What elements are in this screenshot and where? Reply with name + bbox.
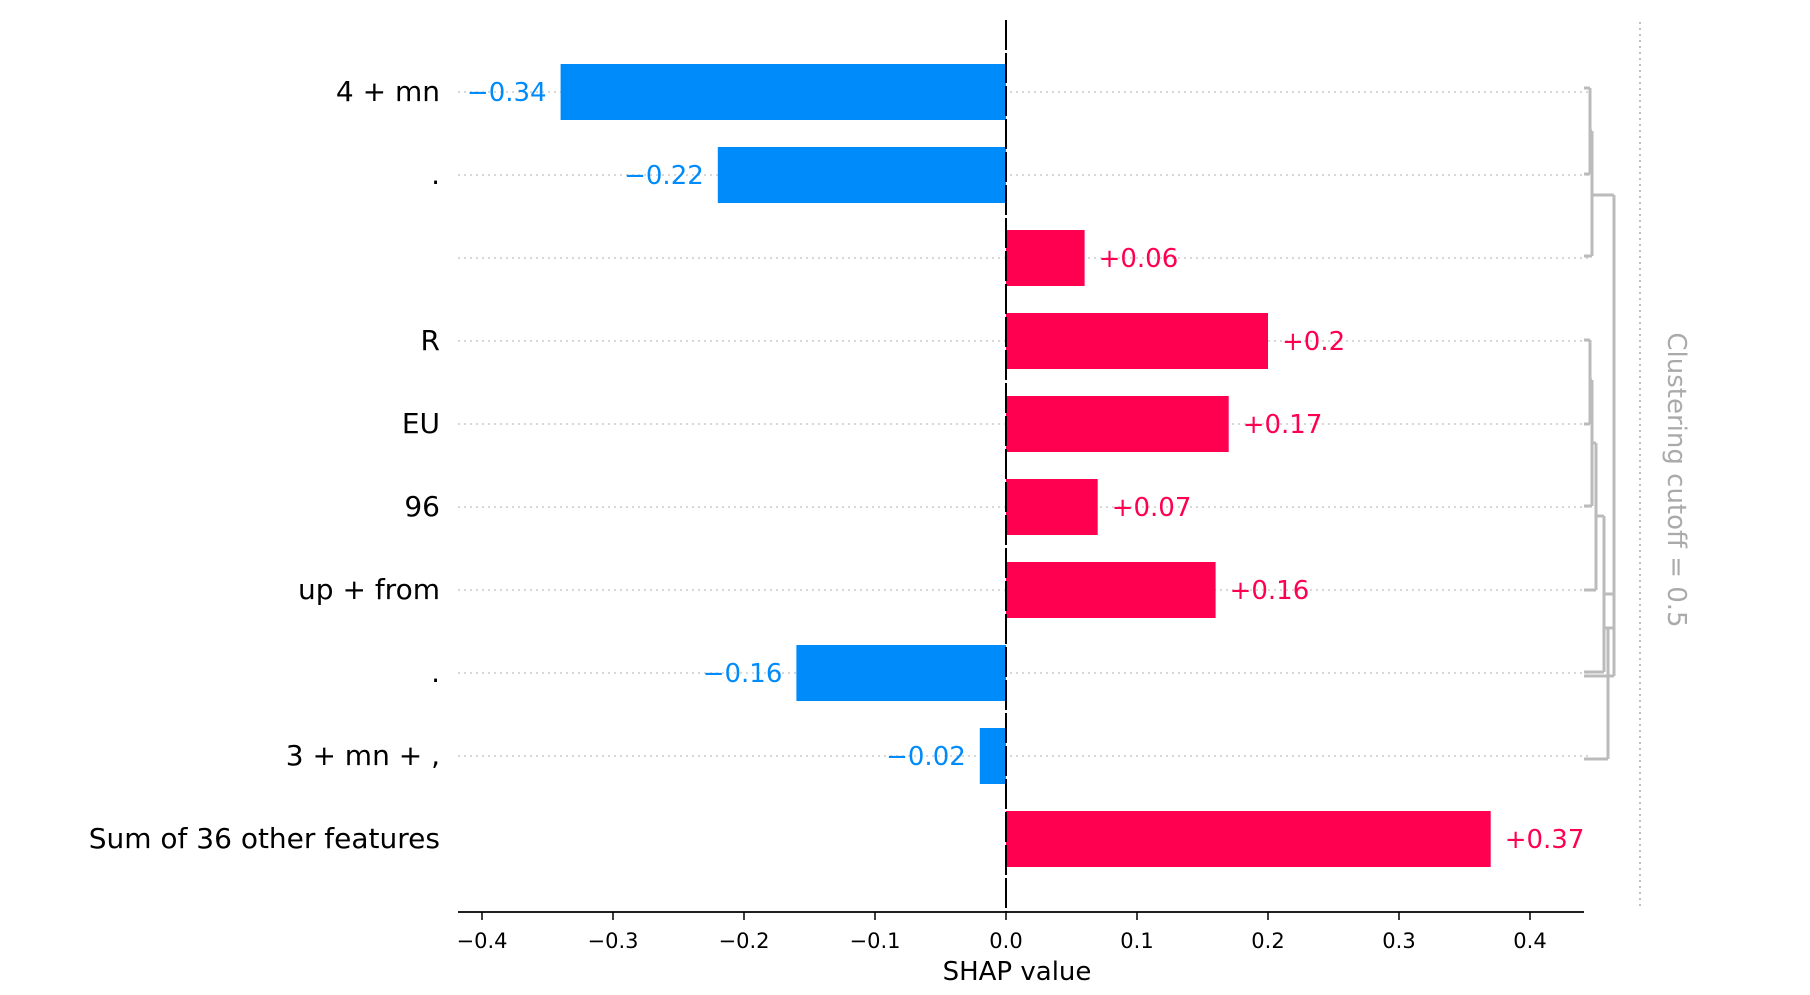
bar-0 bbox=[560, 64, 1006, 120]
bar-8 bbox=[979, 728, 1006, 784]
x-axis-label: SHAP value bbox=[943, 957, 1092, 987]
x-tick-label-3: −0.1 bbox=[850, 929, 901, 953]
bars bbox=[560, 64, 1491, 867]
value-label-8: −0.02 bbox=[886, 742, 966, 772]
category-label-0: 4 + mn bbox=[336, 75, 440, 108]
dendrogram bbox=[1584, 22, 1641, 910]
labels: −0.34 4 + mn −0.22. +0.06 +0.2 R +0.17 EU +0.07 9… bbox=[89, 75, 1585, 855]
category-label-4: EU bbox=[402, 407, 440, 440]
category-label-1: . bbox=[431, 158, 440, 191]
value-label-0: −0.34 bbox=[467, 78, 547, 108]
category-label-9: Sum of 36 other features bbox=[89, 822, 440, 855]
bar-5 bbox=[1006, 479, 1098, 535]
x-tick-label-5: 0.1 bbox=[1120, 929, 1153, 953]
value-label-3: +0.2 bbox=[1282, 327, 1345, 357]
value-label-7: −0.16 bbox=[703, 659, 783, 689]
value-label-5: +0.07 bbox=[1112, 493, 1192, 523]
bar-3 bbox=[1006, 313, 1268, 369]
x-tick-label-2: −0.2 bbox=[719, 929, 770, 953]
bar-1 bbox=[717, 147, 1006, 203]
x-tick-label-8: 0.4 bbox=[1513, 929, 1546, 953]
x-tick-label-7: 0.3 bbox=[1382, 929, 1415, 953]
value-label-2: +0.06 bbox=[1099, 244, 1179, 274]
x-axis: −0.4 −0.3 −0.2 −0.1 0.0 0.1 0.2 0.3 0.4 bbox=[457, 911, 1584, 953]
value-label-4: +0.17 bbox=[1243, 410, 1323, 440]
category-label-7: . bbox=[431, 656, 440, 689]
category-label-6: up + from bbox=[298, 573, 440, 606]
bar-7 bbox=[796, 645, 1006, 701]
value-label-6: +0.16 bbox=[1230, 576, 1310, 606]
x-tick-label-6: 0.2 bbox=[1251, 929, 1284, 953]
x-tick-label-0: −0.4 bbox=[457, 929, 508, 953]
bar-6 bbox=[1006, 562, 1216, 618]
bar-9 bbox=[1006, 811, 1491, 867]
category-label-3: R bbox=[421, 324, 440, 357]
x-tick-label-4: 0.0 bbox=[989, 929, 1022, 953]
value-label-1: −0.22 bbox=[624, 161, 704, 191]
x-tick-label-1: −0.3 bbox=[588, 929, 639, 953]
bar-2 bbox=[1006, 230, 1085, 286]
category-label-8: 3 + mn + , bbox=[286, 739, 440, 772]
value-label-9: +0.37 bbox=[1505, 825, 1585, 855]
bar-4 bbox=[1006, 396, 1229, 452]
cutoff-label: Clustering cutoff = 0.5 bbox=[1661, 332, 1691, 627]
category-label-5: 96 bbox=[404, 490, 440, 523]
